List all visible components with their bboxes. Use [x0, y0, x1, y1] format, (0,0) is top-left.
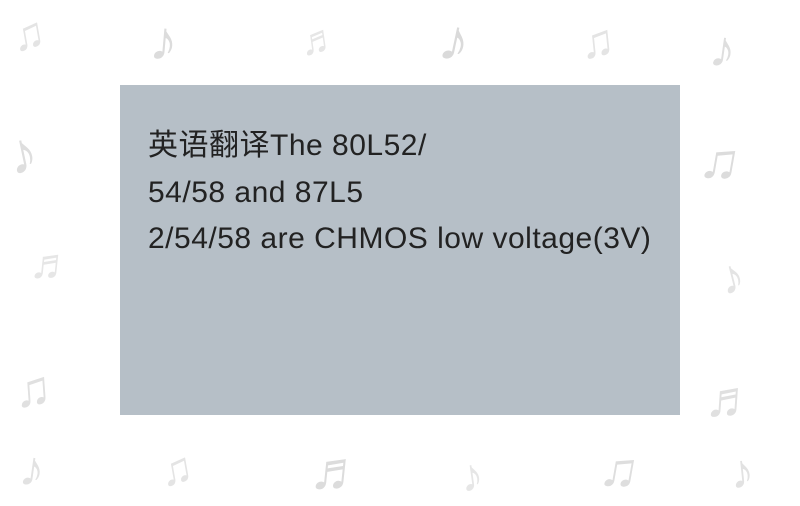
music-note-icon	[706, 18, 740, 81]
music-note-icon	[456, 447, 486, 504]
music-note-icon	[8, 8, 49, 63]
music-note-icon	[695, 127, 746, 195]
music-note-icon	[28, 238, 77, 292]
music-note-icon	[297, 15, 343, 65]
text-line-3: 2/54/58 are CHMOS low voltage(3V)	[148, 222, 651, 255]
music-note-icon	[16, 439, 49, 500]
music-note-icon	[595, 437, 644, 503]
translation-text: 英语翻译The 80L52/ 54/58 and 87L5 2/54/58 ar…	[148, 123, 652, 263]
text-line-2: 54/58 and 87L5	[148, 176, 364, 209]
music-note-icon	[307, 435, 369, 505]
music-note-icon	[703, 368, 759, 431]
music-note-icon	[12, 359, 53, 419]
text-line-1: 英语翻译The 80L52/	[148, 129, 427, 162]
music-note-icon	[727, 444, 757, 501]
music-note-icon	[147, 7, 181, 74]
music-note-icon	[433, 4, 477, 78]
music-note-icon	[156, 443, 197, 498]
music-note-icon	[577, 12, 617, 69]
music-note-icon	[1, 118, 43, 190]
translation-box: 英语翻译The 80L52/ 54/58 and 87L5 2/54/58 ar…	[120, 85, 680, 415]
music-note-icon	[714, 248, 751, 307]
